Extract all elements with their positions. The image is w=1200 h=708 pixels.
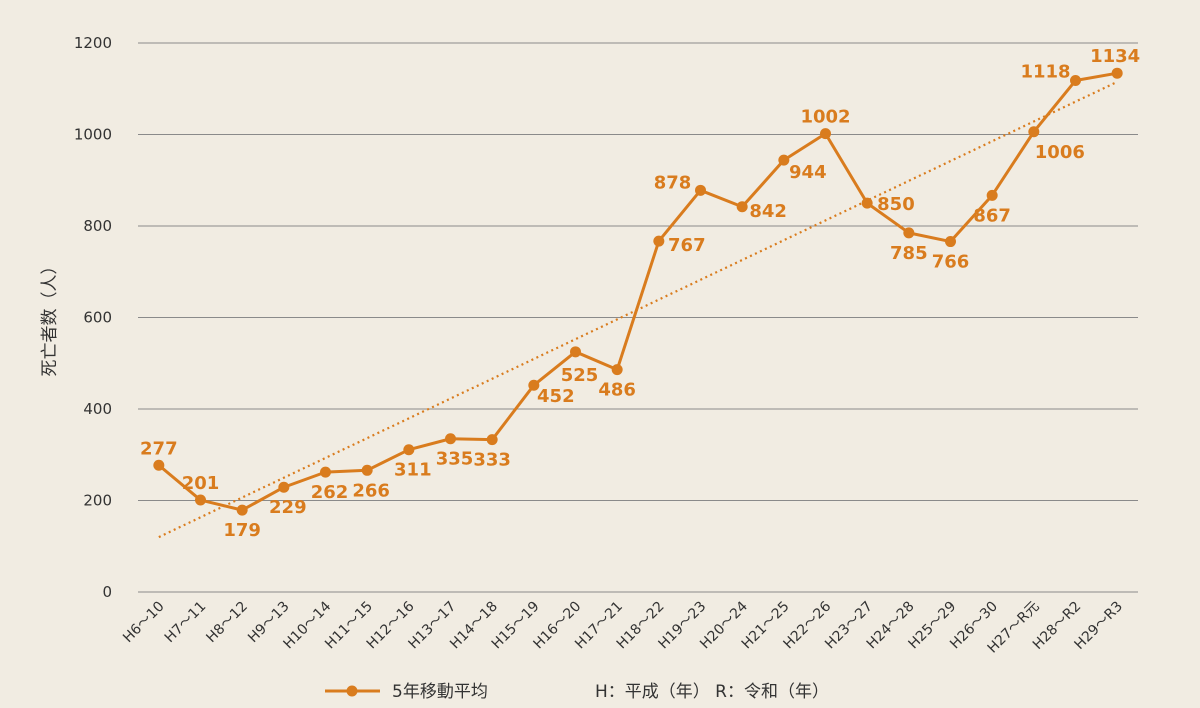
- data-label: 266: [352, 480, 390, 501]
- data-label: 486: [598, 380, 636, 401]
- data-point: [945, 236, 956, 248]
- data-point: [736, 201, 748, 213]
- y-tick-label: 0: [102, 583, 112, 601]
- data-point: [1111, 67, 1123, 79]
- data-point: [570, 346, 581, 358]
- data-label: 179: [223, 520, 261, 541]
- data-point: [1028, 126, 1040, 138]
- data-label: 335: [436, 449, 474, 470]
- data-label: 452: [537, 386, 575, 407]
- era-note: H：平成（年） R：令和（年）: [595, 682, 829, 702]
- legend: 5年移動平均 H：平成（年） R：令和（年）: [325, 682, 829, 702]
- data-point: [695, 184, 706, 196]
- data-label: 262: [311, 482, 349, 503]
- x-tick-label: H6〜10: [120, 599, 168, 647]
- series-line: [157, 71, 1118, 512]
- data-label: 229: [269, 497, 307, 518]
- y-tick-label: 600: [83, 309, 112, 327]
- data-point: [1070, 75, 1081, 87]
- data-point: [986, 189, 998, 201]
- data-point: [403, 444, 415, 456]
- y-tick-label: 200: [83, 492, 112, 510]
- data-label: 1134: [1090, 46, 1140, 67]
- data-point: [778, 154, 790, 166]
- data-point: [528, 379, 540, 391]
- data-point: [486, 434, 498, 446]
- gridlines: [138, 42, 1138, 593]
- trend-line: [158, 80, 1118, 539]
- data-label: 842: [749, 201, 787, 222]
- data-point: [320, 466, 331, 478]
- data-point: [903, 227, 915, 239]
- data-point: [153, 459, 165, 471]
- data-label: 311: [394, 460, 432, 481]
- y-tick-label: 1000: [74, 126, 112, 144]
- y-axis-label: 死亡者数（人）: [40, 258, 60, 377]
- data-point: [820, 128, 831, 140]
- data-label: 766: [932, 252, 970, 273]
- data-label: 333: [473, 450, 511, 471]
- data-point: [445, 433, 456, 445]
- data-point: [361, 464, 373, 476]
- data-label: 277: [140, 438, 178, 459]
- data-point: [278, 481, 290, 493]
- data-label: 1118: [1020, 62, 1070, 83]
- data-label: 525: [561, 365, 599, 386]
- data-label: 867: [973, 205, 1011, 226]
- data-point: [236, 504, 248, 516]
- data-label: 1006: [1035, 142, 1085, 163]
- data-label: 878: [654, 172, 692, 193]
- y-tick-label: 1200: [74, 34, 112, 52]
- data-point: [861, 197, 873, 209]
- data-point: [611, 364, 623, 376]
- data-points: [153, 67, 1123, 516]
- x-tick-label: H7〜11: [162, 599, 210, 647]
- data-point: [653, 235, 665, 247]
- data-point: [195, 494, 206, 506]
- x-axis-ticks: H6〜10H7〜11H8〜12H9〜13H10〜14H11〜15H12〜16H1…: [120, 598, 1126, 656]
- data-label: 1002: [800, 107, 850, 128]
- y-tick-label: 800: [83, 217, 112, 235]
- data-label: 785: [890, 243, 928, 264]
- data-label: 944: [789, 162, 827, 183]
- data-label: 201: [182, 473, 220, 494]
- x-tick-label: H8〜12: [203, 599, 251, 647]
- legend-marker-swatch: [346, 685, 358, 697]
- y-tick-label: 400: [83, 400, 112, 418]
- legend-series-name: 5年移動平均: [392, 682, 488, 702]
- data-label: 850: [877, 194, 915, 215]
- data-label: 767: [668, 235, 706, 256]
- y-axis-ticks: 0 200 400 600 800 1000 1200: [74, 34, 112, 601]
